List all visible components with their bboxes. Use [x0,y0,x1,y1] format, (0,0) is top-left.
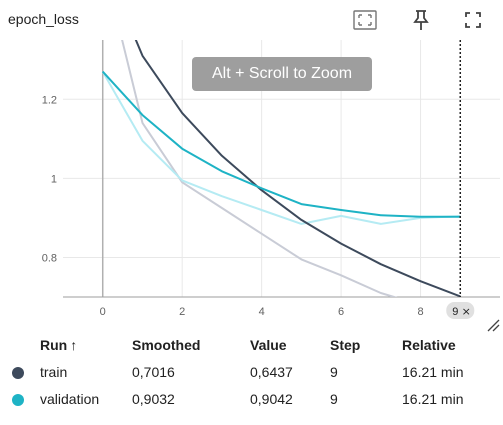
zoom-hint-tooltip: Alt + Scroll to Zoom [192,57,372,91]
run-color-dot [12,366,24,379]
step-value: 9 [330,363,338,380]
card-toolbar [323,6,503,34]
smoothed-value: 0,7016 [132,363,175,380]
pin-button[interactable] [407,6,435,34]
header-step[interactable]: Step [330,337,361,353]
header-smoothed[interactable]: Smoothed [132,337,201,353]
fit-to-domain-button[interactable] [351,6,379,34]
sort-arrow-icon: ↑ [70,337,78,353]
y-tick-label: 1 [51,173,57,185]
fullscreen-button[interactable] [459,6,487,34]
chart-svg[interactable]: 0 2 4 6 8 0.8 1 1.2 9 × [0,40,503,340]
series-smoothed-line-train[interactable] [103,40,461,297]
series-smoothed-line-validation[interactable] [101,70,461,218]
fit-to-domain-icon [353,10,377,30]
table-row: validation 0,9032 0,9042 9 16.21 min [0,385,503,412]
relative-time: 16.21 min [402,363,464,380]
header-value[interactable]: Value [250,337,287,353]
series-raw-line-train[interactable] [103,40,461,319]
pin-icon [413,10,429,30]
y-tick-label: 0.8 [42,252,57,264]
x-tick-label: 2 [179,306,185,318]
header-run-label: Run [40,337,68,353]
header-relative[interactable]: Relative [402,337,456,353]
header-run[interactable]: Run ↑ [40,332,132,358]
run-name: train [40,363,68,380]
x-tick-label: 4 [259,306,265,318]
series-group [101,40,461,319]
table-header-row: Run ↑ Smoothed Value Step Relative [0,332,503,358]
hover-step-label: 9 [452,306,458,318]
series-raw-line-validation[interactable] [101,71,461,225]
step-value: 9 [330,390,338,407]
x-tick-label: 8 [417,306,423,318]
hover-step-close-icon[interactable]: × [462,305,471,318]
table-row: train 0,7016 0,6437 9 16.21 min [0,358,503,385]
run-name: validation [40,390,100,407]
smoothed-value: 0,9032 [132,390,175,407]
relative-time: 16.21 min [402,390,464,407]
resize-handle-icon[interactable] [486,318,500,332]
runs-table: Run ↑ Smoothed Value Step Relative train … [0,332,503,412]
x-tick-label: 0 [100,306,106,318]
raw-value: 0,9042 [250,390,293,407]
card-title: epoch_loss [8,11,79,27]
run-color-dot [12,393,24,406]
raw-value: 0,6437 [250,363,293,380]
hover-step-chip [446,302,475,319]
fullscreen-icon [465,12,481,28]
x-tick-label: 6 [338,306,344,318]
y-tick-label: 1.2 [42,94,57,106]
line-chart[interactable]: 0 2 4 6 8 0.8 1 1.2 9 × [0,40,503,340]
header-color [0,332,40,358]
